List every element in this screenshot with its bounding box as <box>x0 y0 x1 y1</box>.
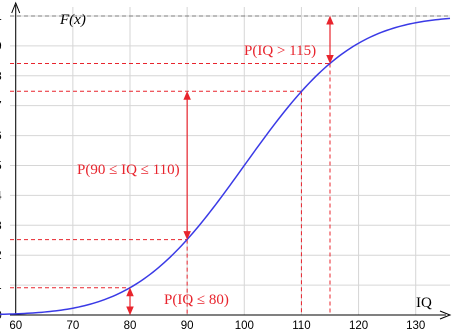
y-tick-label: 0.9 <box>0 41 2 53</box>
arrow-head-bottom <box>326 55 334 64</box>
y-tick-label: 0.5 <box>0 160 2 172</box>
y-tick-label: 0.6 <box>0 131 2 143</box>
anno-p-90-110: P(90 ≤ IQ ≤ 110) <box>77 162 180 178</box>
y-tick-label: 0.3 <box>0 220 2 232</box>
y-tick-label: 0.4 <box>0 190 2 202</box>
x-axis-label: IQ <box>416 295 432 311</box>
x-tick-label: 80 <box>124 320 137 332</box>
y-tick-label: 1 <box>0 11 2 23</box>
x-tick-label: 130 <box>406 320 425 332</box>
arrow-head-top <box>126 287 134 297</box>
x-tick-label: 120 <box>349 320 368 332</box>
y-tick-label: 0 <box>0 310 2 322</box>
arrow-head-top <box>183 91 191 100</box>
x-tick-label: 90 <box>181 320 194 332</box>
annotation-labels: P(IQ > 115) P(90 ≤ IQ ≤ 110) P(IQ ≤ 80) <box>77 43 316 308</box>
x-tick-label: 110 <box>292 320 310 332</box>
x-tick-label: 100 <box>235 320 254 332</box>
arrow-head-bottom <box>183 231 191 240</box>
arrow-head-top <box>326 15 334 25</box>
y-tick-label: 0.8 <box>0 71 2 83</box>
axis-labels: F(x) IQ <box>59 12 432 311</box>
x-axis-arrow <box>439 310 452 320</box>
anno-p-iq-le-80: P(IQ ≤ 80) <box>164 292 229 308</box>
x-tick-label: 70 <box>66 320 79 332</box>
probability-arrows <box>126 15 334 316</box>
x-tick-label: 60 <box>9 320 22 332</box>
y-tick-label: 0.1 <box>0 280 2 292</box>
y-tick-label: 0.7 <box>0 101 2 113</box>
axes <box>10 1 452 320</box>
grid <box>10 7 450 315</box>
anno-p-iq-gt-115: P(IQ > 115) <box>244 43 316 59</box>
tick-labels: 60 70 80 90 100 110 120 130 0 0.1 0.2 0.3 0.4 0.5 0.6 0… <box>0 11 425 332</box>
y-tick-label: 0.2 <box>0 250 2 262</box>
y-axis-arrow <box>11 1 21 14</box>
reference-lines <box>10 15 450 315</box>
y-axis-label: F(x) <box>59 12 86 28</box>
arrow-head-bottom <box>126 306 134 316</box>
cdf-curve <box>0 17 451 316</box>
cdf-curve-group <box>0 17 451 316</box>
